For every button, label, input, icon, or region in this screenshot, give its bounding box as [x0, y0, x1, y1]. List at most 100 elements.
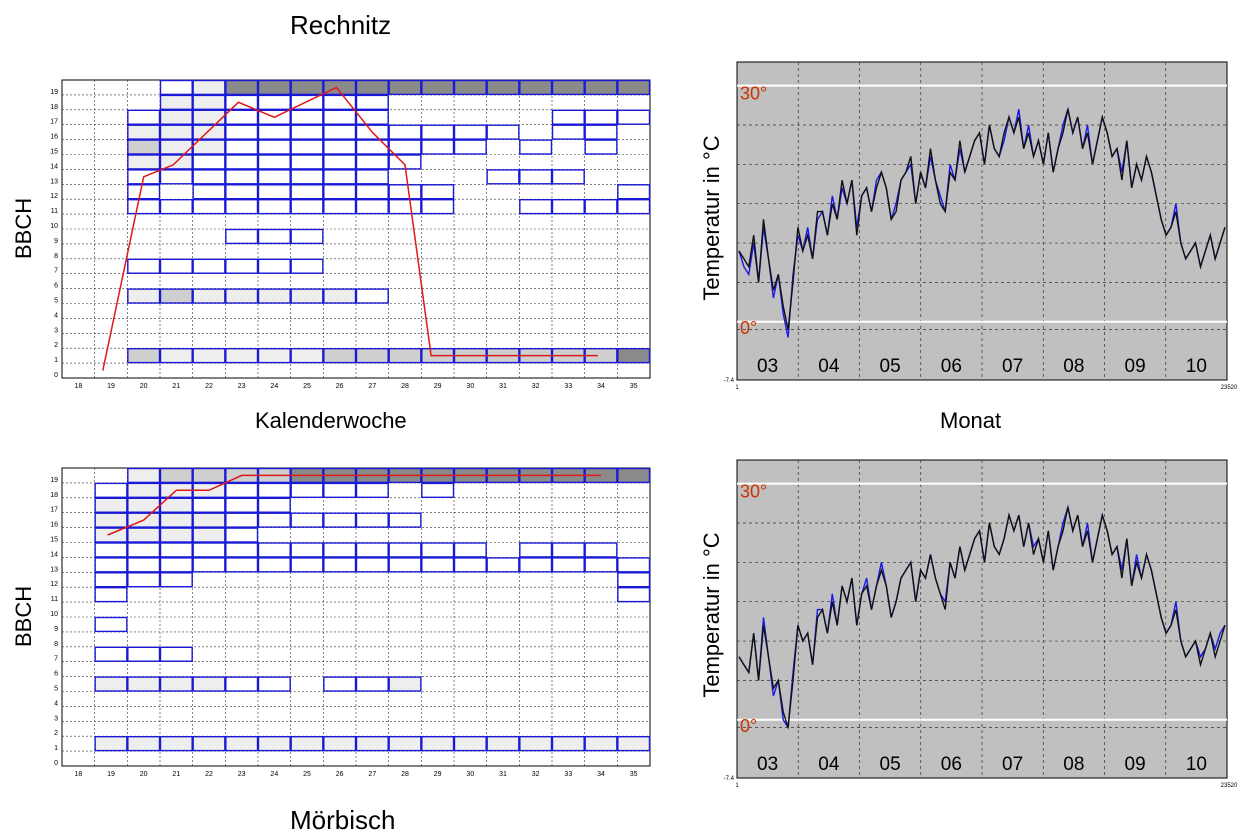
- stage-cell: [519, 198, 553, 215]
- stage-cell: [355, 512, 389, 528]
- stage-cell: [192, 124, 226, 140]
- stage-cell: [519, 79, 553, 96]
- bbch-tick-label: 4: [54, 700, 58, 707]
- bbch-tick-label: 10: [50, 223, 58, 230]
- stage-cell: [127, 482, 161, 498]
- temp-label-30: 30°: [740, 84, 767, 104]
- bbch-tick-label: 14: [50, 163, 58, 170]
- stage-cell: [225, 184, 259, 200]
- stage-cell: [257, 198, 291, 215]
- stage-cell: [159, 557, 193, 573]
- stage-cell: [453, 124, 487, 140]
- stage-cell: [192, 542, 226, 558]
- stage-cell: [323, 139, 357, 155]
- bbch-tick-label: 12: [50, 193, 58, 200]
- bbch-tick-label: 12: [50, 581, 58, 588]
- stage-cell: [159, 676, 193, 692]
- stage-cell: [323, 542, 357, 558]
- stage-cell: [323, 557, 357, 573]
- week-tick-label: 33: [564, 771, 572, 778]
- stage-cell: [192, 258, 226, 274]
- stage-cell: [453, 557, 487, 573]
- stage-cell: [453, 736, 487, 752]
- stage-cell: [257, 288, 291, 304]
- week-tick-label: 35: [630, 383, 638, 390]
- stage-cell: [127, 124, 161, 140]
- stage-cell: [94, 572, 128, 588]
- stage-cell: [355, 736, 389, 752]
- stage-cell: [159, 348, 193, 364]
- bbch-tick-label: 11: [51, 208, 58, 215]
- stage-cell: [617, 557, 651, 573]
- stage-cell: [519, 557, 553, 573]
- temperature-plot: [736, 459, 1228, 779]
- stage-cell: [225, 288, 259, 304]
- stage-cell: [192, 676, 226, 692]
- bbch-tick-label: 11: [51, 596, 58, 603]
- stage-cell: [421, 482, 455, 498]
- stage-cell: [225, 124, 259, 140]
- stage-cell: [388, 557, 422, 573]
- stage-cell: [290, 736, 324, 752]
- stage-cell: [94, 512, 128, 528]
- month-tick-label: 08: [1063, 754, 1084, 775]
- week-tick-label: 27: [368, 771, 376, 778]
- stage-cell: [584, 109, 618, 125]
- stage-cell: [192, 288, 226, 304]
- stage-cell: [355, 139, 389, 155]
- stage-cell: [355, 557, 389, 573]
- title-morbisch: Mörbisch: [290, 805, 396, 835]
- month-tick-label: 05: [880, 356, 901, 377]
- stage-cell: [94, 587, 128, 603]
- temp-label-0: 0°: [740, 716, 757, 736]
- stage-cell: [159, 258, 193, 274]
- stage-cell: [323, 79, 357, 96]
- stage-cell: [584, 542, 618, 558]
- stage-cell: [192, 169, 226, 185]
- stage-cell: [355, 169, 389, 185]
- stage-cell: [257, 124, 291, 140]
- week-tick-label: 30: [466, 383, 474, 390]
- stage-cell: [290, 258, 324, 274]
- stage-cell: [421, 124, 455, 140]
- stage-cell: [421, 184, 455, 200]
- stage-cell: [257, 154, 291, 170]
- week-tick-label: 18: [74, 383, 82, 390]
- stage-cell: [192, 467, 226, 484]
- stage-cell: [355, 184, 389, 200]
- stage-cell: [127, 572, 161, 588]
- stage-cell: [159, 646, 193, 662]
- stage-cell: [94, 482, 128, 498]
- bbch-tick-label: 4: [54, 312, 58, 319]
- stage-cell: [323, 198, 357, 215]
- stage-cell: [127, 736, 161, 752]
- stage-cell: [192, 348, 226, 364]
- stage-cell: [225, 512, 259, 528]
- bbch-tick-label: 15: [50, 537, 58, 544]
- stage-cell: [453, 542, 487, 558]
- stage-cell: [421, 198, 455, 215]
- temp-series-black: [738, 507, 1226, 728]
- week-tick-label: 26: [336, 383, 344, 390]
- stage-cell: [290, 124, 324, 140]
- temp-series-black: [738, 109, 1226, 330]
- stage-cell: [617, 572, 651, 588]
- stage-cell: [551, 198, 585, 215]
- stage-cell: [617, 736, 651, 752]
- stage-cell: [127, 154, 161, 170]
- bbch-tick-label: 3: [54, 327, 58, 334]
- stage-cell: [127, 348, 161, 364]
- bbch-tick-label: 16: [50, 522, 58, 529]
- week-tick-label: 32: [532, 383, 540, 390]
- stage-cell: [127, 557, 161, 573]
- stage-cell: [225, 348, 259, 364]
- stage-cell: [257, 228, 291, 245]
- stage-cell: [323, 288, 357, 304]
- stage-cell: [584, 139, 618, 155]
- stage-cell: [355, 198, 389, 215]
- bbch-tick-label: 19: [50, 477, 58, 484]
- stage-cell: [257, 497, 291, 513]
- stage-cell: [94, 542, 128, 558]
- x-last-tick: 23520: [1221, 385, 1238, 391]
